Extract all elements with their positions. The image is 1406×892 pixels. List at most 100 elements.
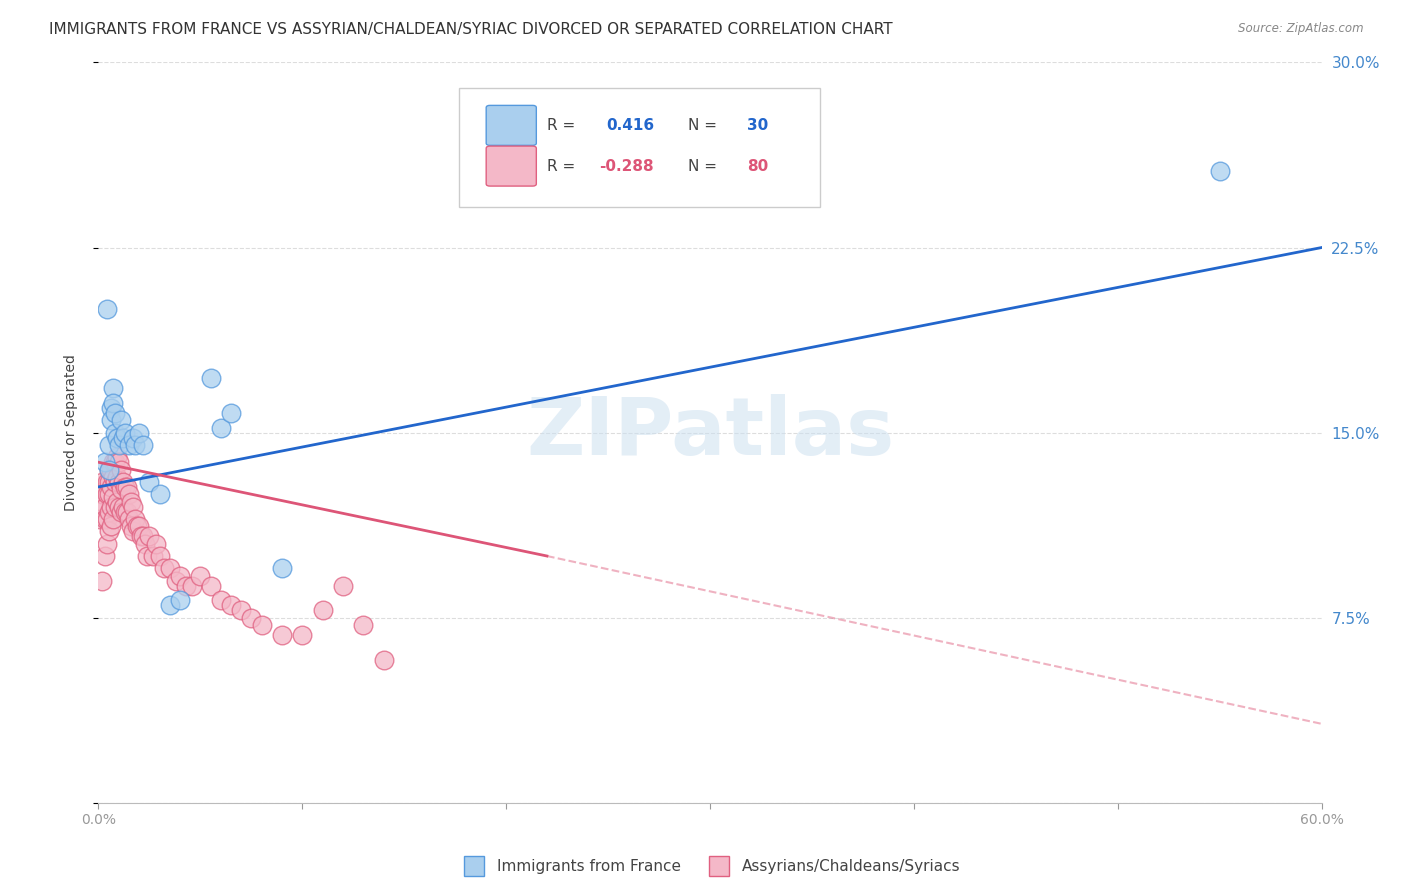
Point: [114, 480, 136, 494]
Point: [352, 618, 374, 632]
Point: [100, 500, 122, 514]
Point: [97, 462, 120, 476]
Point: [118, 438, 141, 452]
Point: [122, 524, 145, 539]
Point: [200, 371, 222, 385]
Point: [101, 470, 124, 484]
Point: [312, 603, 335, 617]
Point: [780, 129, 803, 144]
Point: [332, 579, 354, 593]
Point: [89, 500, 111, 514]
Point: [101, 512, 124, 526]
Point: [108, 438, 131, 452]
Point: [108, 500, 131, 514]
Point: [97, 438, 120, 452]
Point: [149, 487, 172, 501]
Point: [91, 574, 114, 588]
Point: [114, 425, 136, 440]
Point: [219, 406, 242, 420]
Point: [97, 524, 120, 539]
Point: [200, 579, 222, 593]
Point: [108, 475, 131, 489]
Text: N =: N =: [688, 159, 717, 174]
Point: [115, 505, 138, 519]
Point: [740, 154, 762, 169]
Point: [181, 579, 204, 593]
Point: [111, 431, 134, 445]
Point: [101, 490, 124, 504]
Point: [100, 401, 122, 415]
Point: [91, 487, 114, 501]
Point: [127, 519, 149, 533]
Text: -0.288: -0.288: [599, 159, 654, 174]
Point: [96, 512, 118, 526]
Point: [136, 549, 159, 563]
Point: [91, 475, 114, 489]
Text: ZIPatlas: ZIPatlas: [526, 393, 894, 472]
Point: [159, 599, 181, 613]
Point: [96, 302, 118, 317]
Point: [89, 512, 111, 526]
Point: [373, 653, 395, 667]
Point: [111, 500, 134, 514]
FancyBboxPatch shape: [486, 146, 536, 186]
Text: IMMIGRANTS FROM FRANCE VS ASSYRIAN/CHALDEAN/SYRIAC DIVORCED OR SEPARATED CORRELA: IMMIGRANTS FROM FRANCE VS ASSYRIAN/CHALD…: [49, 22, 893, 37]
Point: [209, 420, 232, 434]
Point: [111, 475, 134, 489]
Point: [104, 406, 127, 420]
Point: [105, 494, 128, 508]
Point: [240, 610, 263, 624]
Point: [149, 549, 172, 563]
Point: [169, 568, 191, 582]
Text: R =: R =: [547, 118, 575, 133]
Point: [96, 487, 118, 501]
Point: [105, 450, 128, 465]
Point: [159, 561, 181, 575]
Point: [104, 425, 127, 440]
FancyBboxPatch shape: [460, 88, 820, 207]
Point: [97, 475, 120, 489]
Point: [134, 536, 156, 550]
Point: [110, 483, 132, 497]
Text: N =: N =: [688, 118, 717, 133]
Point: [1209, 164, 1232, 178]
Point: [118, 487, 141, 501]
Point: [96, 536, 118, 550]
Point: [138, 529, 160, 543]
Point: [120, 519, 142, 533]
Point: [128, 519, 150, 533]
Point: [124, 438, 146, 452]
Point: [97, 462, 120, 476]
Point: [101, 381, 124, 395]
Point: [93, 512, 115, 526]
Point: [110, 462, 132, 476]
Point: [105, 431, 128, 445]
Text: 80: 80: [747, 159, 768, 174]
Point: [219, 599, 242, 613]
Point: [101, 455, 124, 469]
Point: [118, 512, 141, 526]
Point: [93, 500, 115, 514]
Point: [250, 618, 273, 632]
Point: [104, 500, 127, 514]
Point: [114, 505, 136, 519]
Point: [122, 500, 145, 514]
FancyBboxPatch shape: [486, 105, 536, 145]
Text: 0.416: 0.416: [606, 118, 654, 133]
Point: [101, 396, 124, 410]
Text: R =: R =: [547, 159, 575, 174]
Point: [145, 536, 167, 550]
Point: [93, 549, 115, 563]
Point: [100, 462, 122, 476]
Y-axis label: Divorced or Separated: Divorced or Separated: [63, 354, 77, 511]
Point: [291, 628, 314, 642]
Point: [129, 529, 152, 543]
Point: [152, 561, 174, 575]
Point: [97, 487, 120, 501]
Point: [174, 579, 197, 593]
Text: Source: ZipAtlas.com: Source: ZipAtlas.com: [1239, 22, 1364, 36]
Point: [270, 561, 294, 575]
Point: [110, 413, 132, 427]
Point: [142, 549, 165, 563]
Point: [97, 505, 120, 519]
